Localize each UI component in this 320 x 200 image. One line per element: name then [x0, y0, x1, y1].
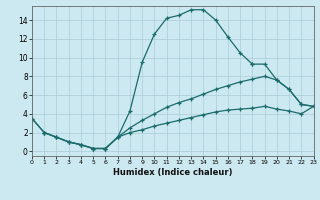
X-axis label: Humidex (Indice chaleur): Humidex (Indice chaleur) — [113, 168, 233, 177]
